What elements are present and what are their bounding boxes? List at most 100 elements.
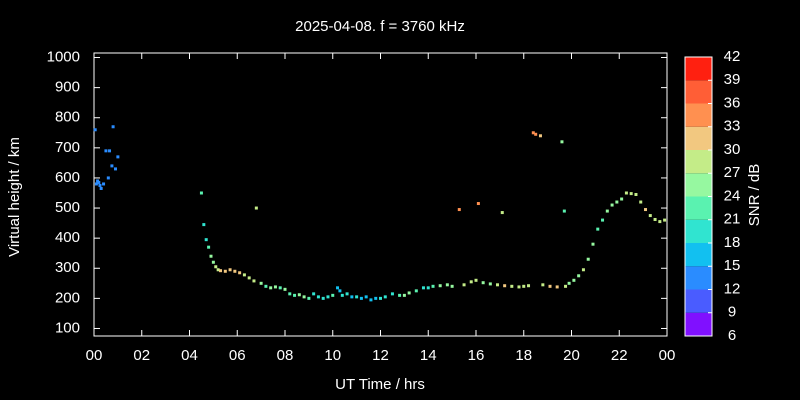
- colorbar-band: [685, 80, 712, 104]
- y-tick-label: 1000: [47, 48, 80, 65]
- y-axis-label: Virtual height / km: [6, 137, 23, 257]
- colorbar-band: [685, 173, 712, 197]
- point: [102, 182, 106, 186]
- x-tick-label: 04: [181, 347, 198, 364]
- point: [288, 292, 292, 296]
- point: [567, 281, 571, 285]
- point: [581, 268, 585, 272]
- point: [522, 284, 526, 288]
- point: [104, 149, 108, 153]
- point: [364, 295, 368, 299]
- point: [450, 284, 454, 288]
- point: [242, 273, 246, 277]
- colorbar-tick-label: 33: [724, 118, 741, 135]
- point: [648, 214, 652, 218]
- point: [202, 223, 206, 227]
- x-axis-label: UT Time / hrs: [335, 376, 425, 393]
- x-tick-label: 20: [563, 347, 580, 364]
- point: [462, 283, 466, 287]
- point: [321, 296, 325, 300]
- point: [302, 295, 306, 299]
- y-tick-label: 600: [55, 169, 80, 186]
- colorbar-band: [685, 243, 712, 267]
- chart-title: 2025-04-08. f = 3760 kHz: [295, 18, 465, 35]
- point: [228, 268, 232, 272]
- point: [564, 284, 568, 288]
- colorbar-band: [685, 289, 712, 313]
- point: [269, 286, 273, 290]
- colorbar-band: [685, 219, 712, 243]
- point: [331, 293, 335, 297]
- point: [534, 132, 538, 136]
- point: [338, 289, 342, 293]
- point: [555, 285, 559, 289]
- point: [541, 283, 545, 287]
- point: [211, 260, 215, 264]
- point: [414, 289, 418, 293]
- point: [355, 295, 359, 299]
- point: [517, 285, 521, 289]
- colorbar-label: SNR / dB: [746, 164, 763, 227]
- point: [653, 217, 657, 221]
- point: [116, 155, 120, 159]
- colorbar-band: [685, 126, 712, 150]
- y-tick-label: 800: [55, 109, 80, 126]
- point: [209, 254, 213, 258]
- y-tick-label: 500: [55, 199, 80, 216]
- colorbar-band: [685, 57, 712, 81]
- point: [572, 278, 576, 282]
- x-tick-label: 18: [515, 347, 532, 364]
- point: [481, 281, 485, 285]
- point: [591, 242, 595, 246]
- point: [219, 269, 223, 273]
- point: [426, 286, 430, 290]
- point: [254, 206, 258, 210]
- point: [216, 268, 220, 272]
- point: [500, 211, 504, 215]
- y-tick-label: 700: [55, 139, 80, 156]
- point: [474, 278, 478, 282]
- point: [96, 179, 100, 183]
- colorbar-tick-label: 30: [724, 141, 741, 158]
- point: [629, 192, 633, 196]
- point: [93, 128, 97, 132]
- point: [214, 265, 218, 269]
- point: [624, 191, 628, 195]
- point: [99, 186, 103, 190]
- point: [110, 164, 114, 168]
- point: [644, 208, 648, 212]
- y-tick-label: 100: [55, 319, 80, 336]
- y-tick-label: 300: [55, 259, 80, 276]
- colorbar-tick-label: 42: [724, 48, 741, 65]
- point: [223, 269, 227, 273]
- point: [531, 131, 535, 135]
- point: [527, 284, 531, 288]
- point: [538, 134, 542, 138]
- point: [658, 220, 662, 224]
- point: [398, 293, 402, 297]
- point: [610, 203, 614, 207]
- point: [273, 285, 277, 289]
- point: [586, 257, 590, 261]
- x-tick-label: 00: [659, 347, 676, 364]
- point: [503, 284, 507, 288]
- point: [438, 284, 442, 288]
- point: [457, 208, 461, 212]
- x-tick-label: 06: [229, 347, 246, 364]
- point: [421, 286, 425, 290]
- point: [431, 284, 435, 288]
- point: [307, 296, 311, 300]
- point: [283, 287, 287, 291]
- point: [252, 279, 256, 283]
- plot-frame: [93, 52, 668, 337]
- colorbar-tick-label: 12: [724, 280, 741, 297]
- point: [350, 295, 354, 299]
- colorbar-tick-label: 39: [724, 71, 741, 88]
- point: [359, 296, 363, 300]
- colorbar-band: [685, 103, 712, 127]
- point: [207, 245, 211, 249]
- point: [293, 293, 297, 297]
- point: [560, 140, 564, 144]
